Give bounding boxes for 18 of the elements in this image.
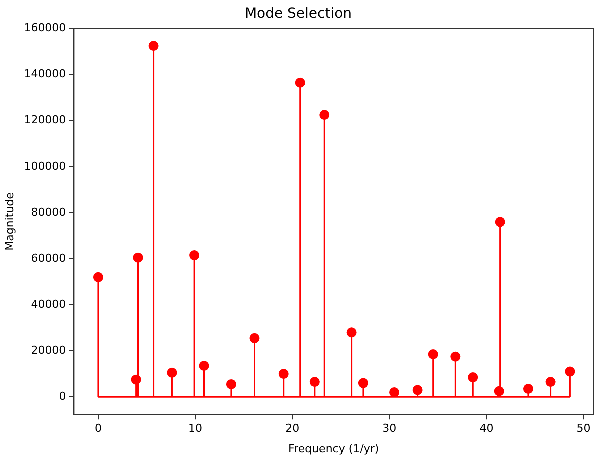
y-tick-label: 80000 — [31, 206, 66, 219]
y-tick-label: 0 — [59, 390, 66, 403]
chart-title: Mode Selection — [244, 6, 352, 22]
y-tick-label: 100000 — [24, 160, 66, 173]
y-tick-label: 40000 — [31, 298, 66, 311]
x-tick-label: 50 — [576, 422, 591, 436]
x-tick-label: 30 — [382, 422, 397, 436]
x-axis-title: Frequency (1/yr) — [288, 442, 380, 456]
x-tick-label: 0 — [94, 422, 102, 436]
y-tick-label: 120000 — [24, 114, 66, 127]
x-tick-label: 10 — [188, 422, 203, 436]
y-tick-label: 160000 — [24, 22, 66, 35]
y-tick-label: 140000 — [24, 68, 66, 81]
y-tick-label: 20000 — [31, 344, 66, 357]
y-tick-label: 60000 — [31, 252, 66, 265]
x-tick-label: 40 — [480, 422, 494, 436]
y-axis-title: Magnitude — [3, 192, 16, 251]
x-tick-label: 20 — [286, 422, 300, 436]
